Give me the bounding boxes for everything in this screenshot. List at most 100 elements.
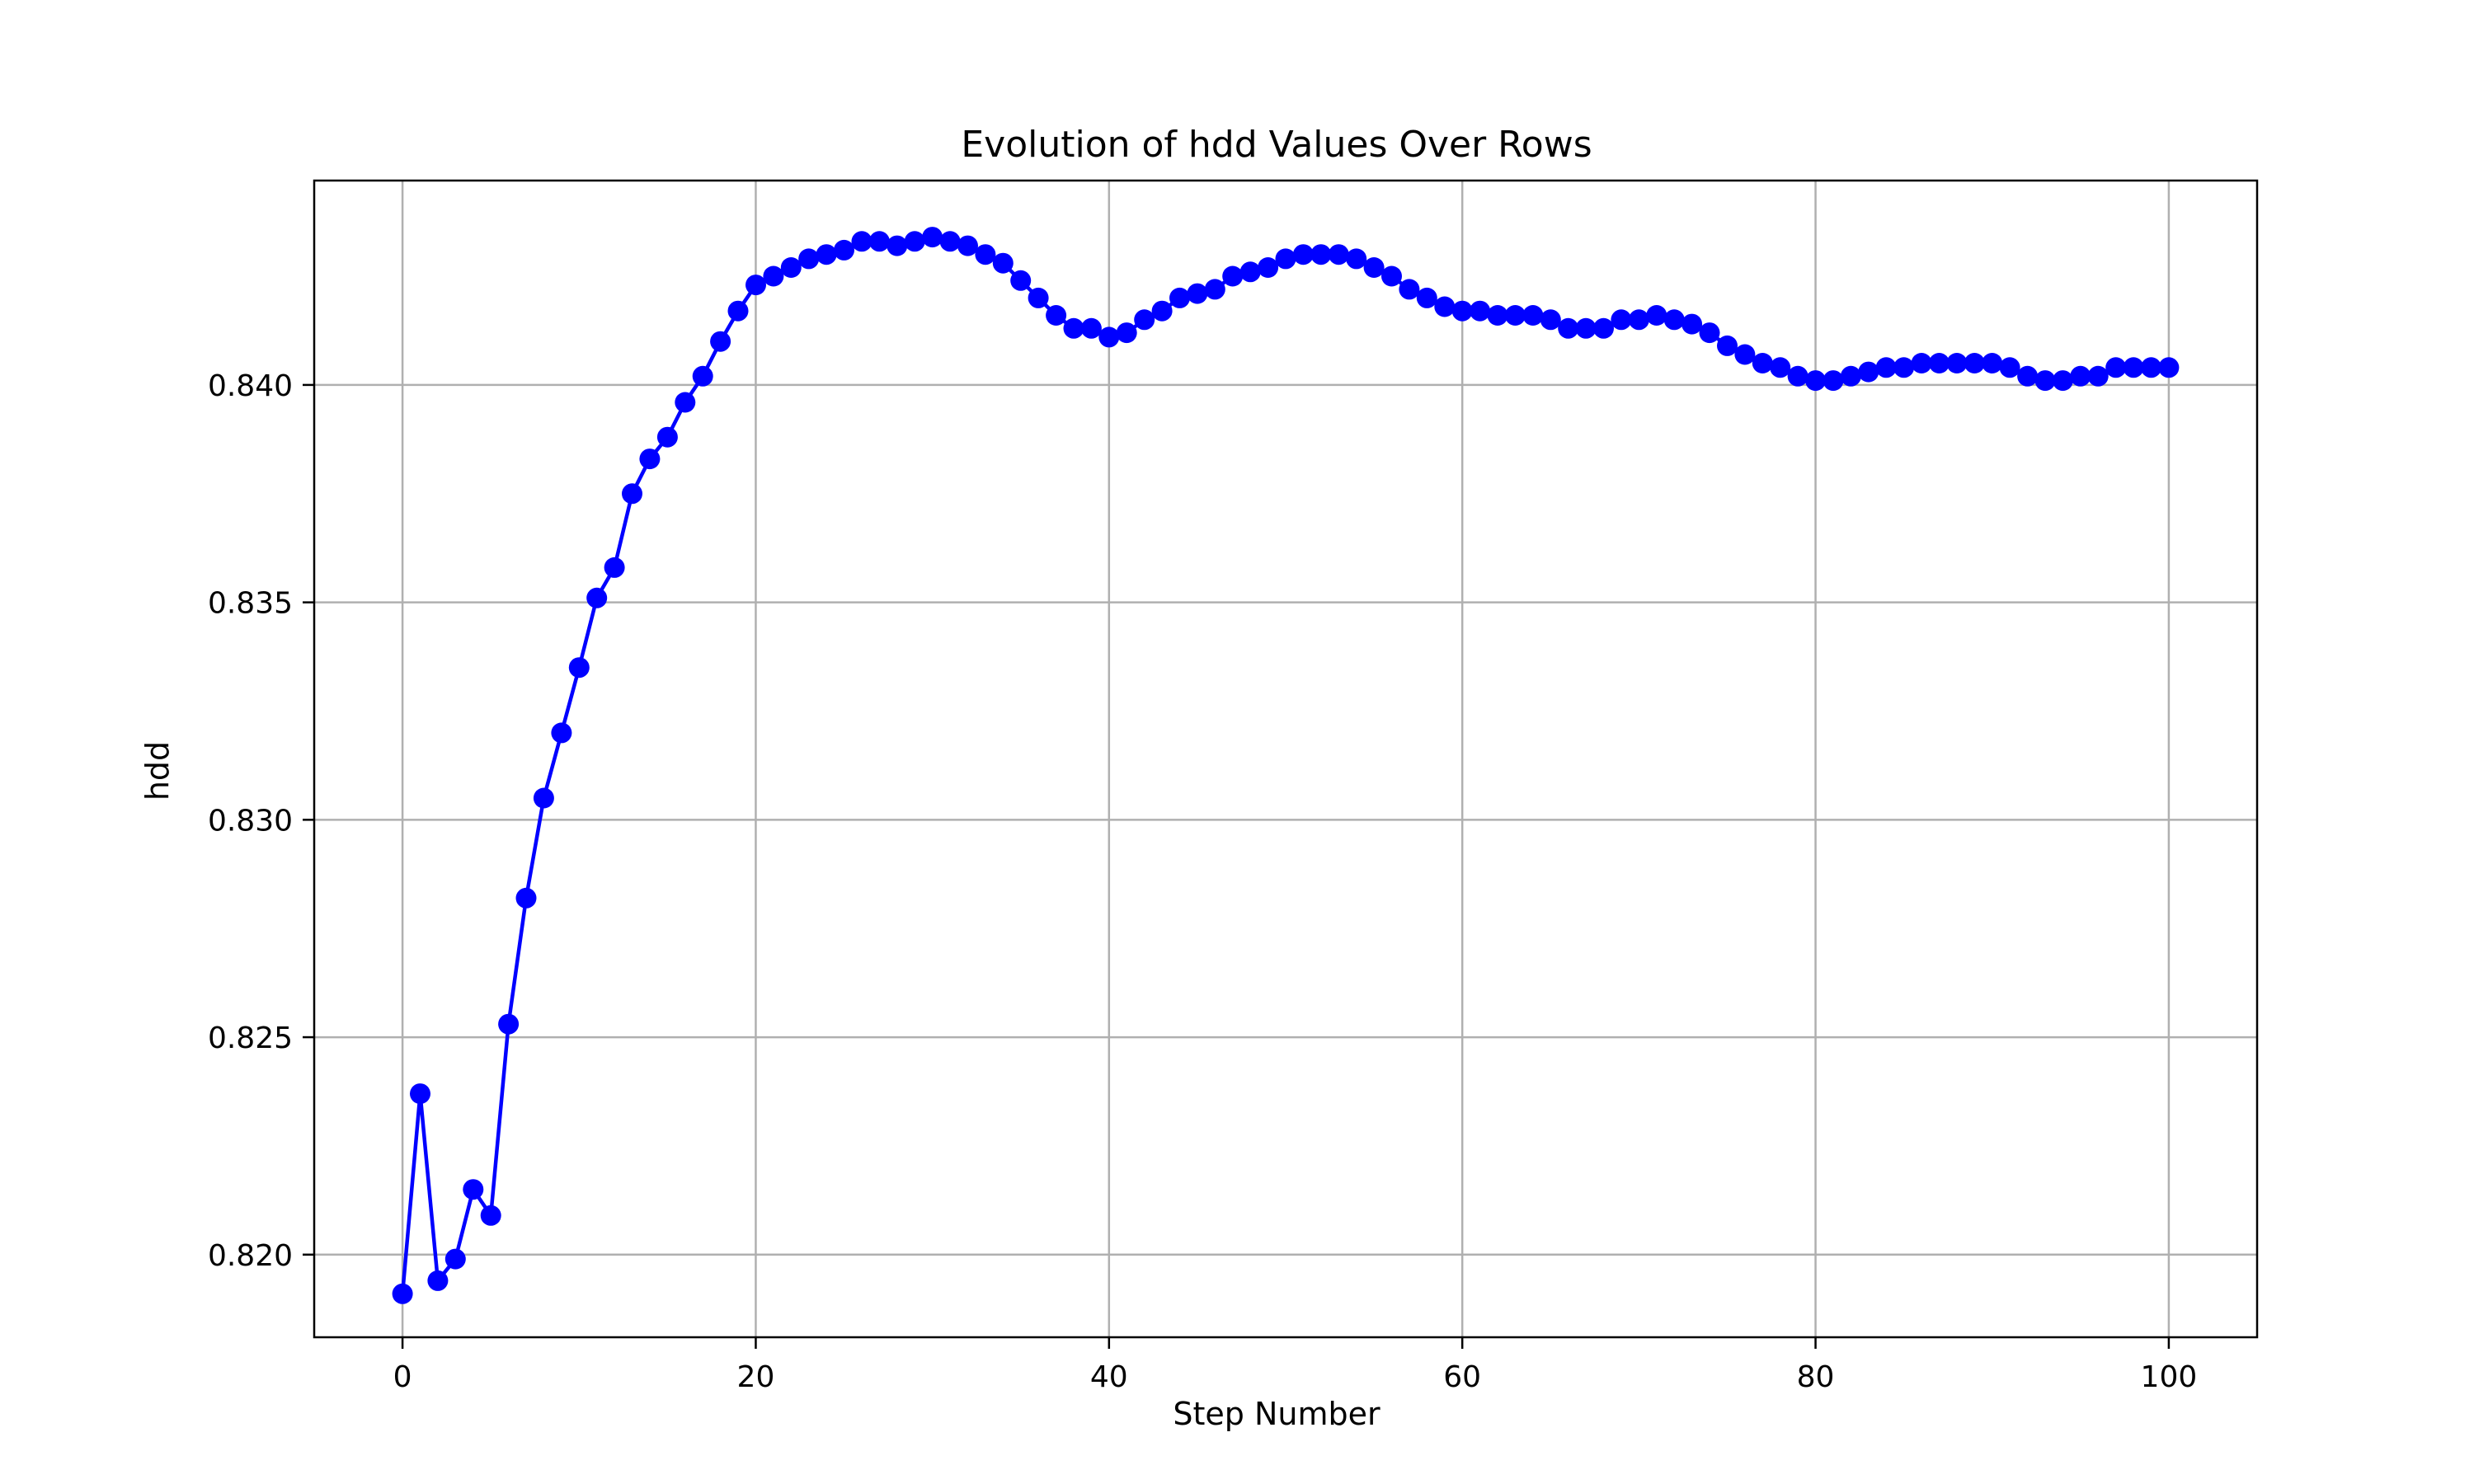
data-point bbox=[745, 275, 766, 296]
data-point bbox=[1222, 265, 1244, 287]
x-tick-label: 100 bbox=[2141, 1360, 2198, 1394]
plot-frame bbox=[313, 179, 2259, 1339]
data-points bbox=[392, 227, 2180, 1304]
y-tick-label: 0.825 bbox=[208, 1021, 293, 1055]
data-point bbox=[957, 235, 978, 256]
data-point bbox=[1292, 244, 1314, 265]
grid-lines bbox=[314, 181, 2257, 1337]
data-point bbox=[1080, 317, 1102, 339]
data-point bbox=[763, 265, 784, 287]
data-point bbox=[427, 1270, 449, 1291]
data-point bbox=[798, 248, 820, 270]
data-point bbox=[639, 448, 661, 470]
x-axis-label: Step Number bbox=[1173, 1396, 1380, 1432]
data-point bbox=[463, 1179, 484, 1200]
data-point bbox=[1805, 370, 1826, 392]
x-tick-label: 80 bbox=[1797, 1360, 1835, 1394]
data-point bbox=[992, 252, 1014, 274]
data-point bbox=[1681, 313, 1703, 335]
data-point bbox=[1098, 326, 1120, 348]
data-point bbox=[1575, 317, 1597, 339]
data-point bbox=[2158, 357, 2180, 378]
x-tick-label: 40 bbox=[1090, 1360, 1128, 1394]
data-point bbox=[1328, 244, 1349, 265]
data-point bbox=[2052, 370, 2073, 392]
data-point bbox=[480, 1205, 501, 1226]
data-point bbox=[868, 231, 890, 252]
data-point bbox=[1134, 309, 1155, 331]
data-point bbox=[1946, 353, 1968, 373]
data-point bbox=[604, 556, 625, 578]
y-tick-label: 0.840 bbox=[208, 369, 293, 403]
data-point bbox=[1504, 305, 1526, 326]
data-point bbox=[1399, 279, 1420, 300]
data-point bbox=[1239, 261, 1261, 283]
data-point bbox=[1752, 353, 1773, 373]
data-point bbox=[1063, 317, 1084, 339]
data-point bbox=[1540, 309, 1561, 331]
data-point bbox=[533, 787, 554, 809]
data-point bbox=[1840, 365, 1861, 387]
data-point bbox=[1275, 248, 1296, 270]
data-point bbox=[2070, 365, 2091, 387]
data-point bbox=[887, 235, 908, 256]
data-point bbox=[1310, 244, 1332, 265]
data-point bbox=[851, 231, 872, 252]
data-point bbox=[1911, 353, 1932, 373]
data-point bbox=[1646, 305, 1667, 326]
data-point bbox=[1487, 305, 1508, 326]
data-point bbox=[551, 722, 572, 744]
data-point bbox=[1187, 283, 1208, 304]
data-point bbox=[1893, 357, 1915, 378]
data-point bbox=[780, 257, 802, 278]
data-point bbox=[1717, 335, 1738, 356]
data-point bbox=[1929, 353, 1950, 373]
data-point bbox=[1999, 357, 2020, 378]
data-point bbox=[692, 365, 713, 387]
data-point bbox=[1346, 248, 1367, 270]
y-axis-label: hdd bbox=[139, 741, 176, 801]
data-point bbox=[1770, 357, 1791, 378]
data-point bbox=[1363, 257, 1385, 278]
data-point bbox=[568, 657, 590, 679]
data-point bbox=[1593, 317, 1614, 339]
series-line bbox=[400, 235, 2169, 1294]
data-point bbox=[1451, 300, 1473, 322]
y-tick-label: 0.830 bbox=[208, 804, 293, 838]
data-point bbox=[1381, 265, 1402, 287]
data-point bbox=[922, 227, 943, 248]
data-point bbox=[444, 1248, 466, 1270]
x-tick-label: 20 bbox=[737, 1360, 775, 1394]
data-point bbox=[2105, 357, 2127, 378]
data-point bbox=[1010, 270, 1032, 291]
data-point bbox=[1964, 353, 1985, 373]
data-point bbox=[1434, 296, 1456, 317]
data-point bbox=[2034, 370, 2056, 392]
data-point bbox=[622, 483, 642, 505]
data-point bbox=[1046, 305, 1067, 326]
data-point bbox=[834, 239, 854, 261]
data-point bbox=[1028, 287, 1049, 308]
data-point bbox=[939, 231, 961, 252]
data-point bbox=[1823, 370, 1844, 392]
data-point bbox=[904, 231, 925, 252]
data-point bbox=[1522, 305, 1544, 326]
data-point bbox=[1663, 309, 1685, 331]
data-point bbox=[515, 887, 537, 909]
data-point bbox=[710, 331, 731, 352]
data-point bbox=[1470, 300, 1491, 322]
data-point bbox=[656, 426, 678, 448]
data-point bbox=[410, 1083, 430, 1105]
data-point bbox=[1611, 309, 1632, 331]
data-point bbox=[392, 1283, 413, 1304]
data-point bbox=[1734, 344, 1756, 365]
data-point bbox=[2123, 357, 2144, 378]
data-point bbox=[2087, 365, 2109, 387]
data-point bbox=[1858, 361, 1879, 383]
chart-title: Evolution of hdd Values Over Rows bbox=[961, 124, 1592, 166]
data-point bbox=[1982, 353, 2003, 373]
data-point bbox=[727, 300, 749, 322]
axis-ticks bbox=[303, 383, 2171, 1349]
y-tick-label: 0.835 bbox=[208, 587, 293, 621]
